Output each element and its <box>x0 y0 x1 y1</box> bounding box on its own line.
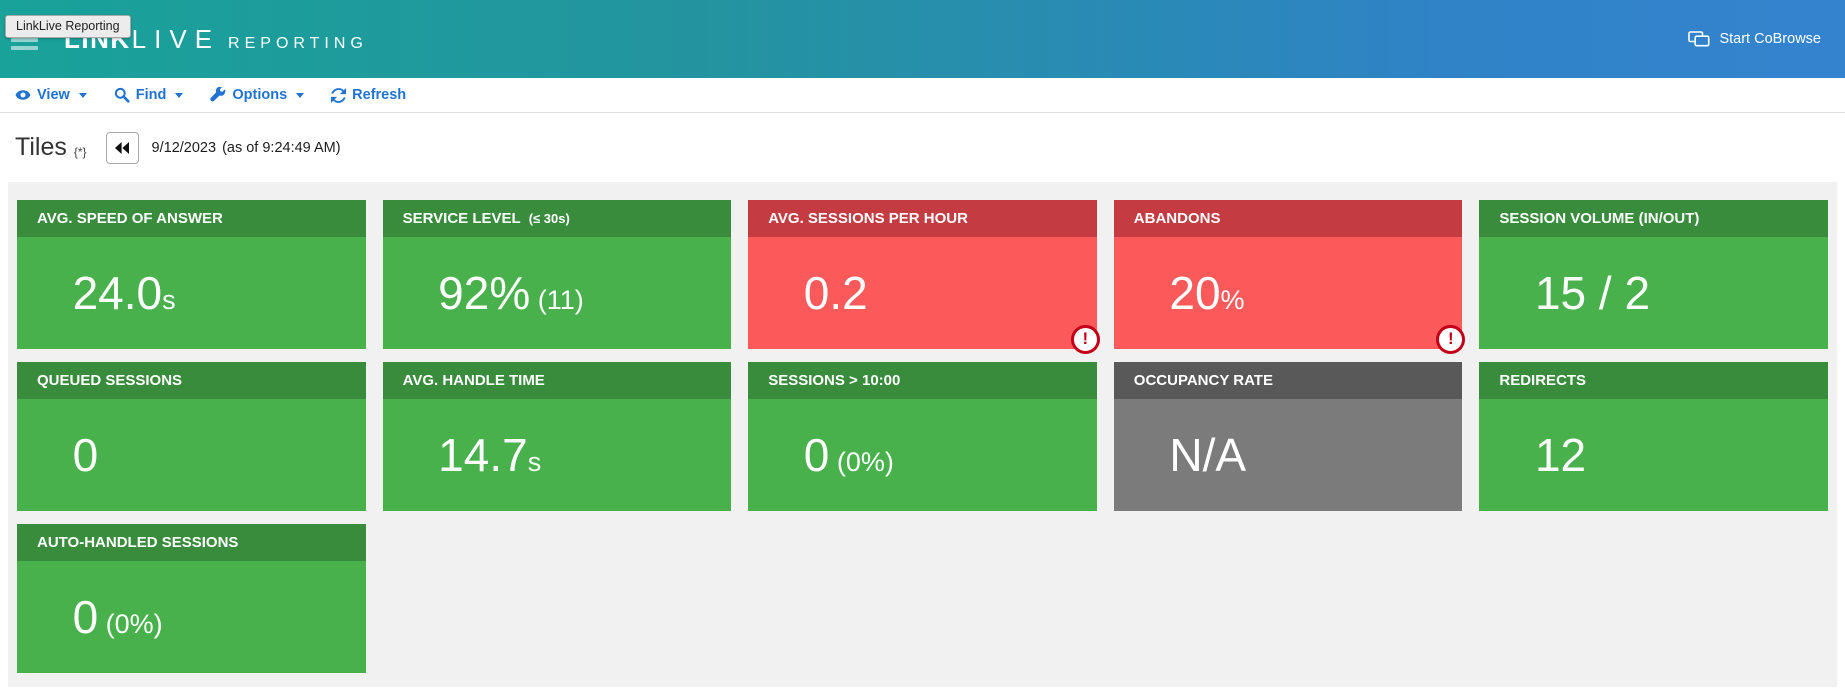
tile-value: 92% (11) <box>438 267 584 319</box>
tile-value: 0 (0%) <box>803 429 894 481</box>
options-label: Options <box>232 87 288 103</box>
chevron-down-icon <box>296 92 305 98</box>
cobrowse-label: Start CoBrowse <box>1719 31 1821 47</box>
page-heading: Tiles {*} 9/12/2023 (as of 9:24:49 AM) <box>0 113 1845 182</box>
tooltip: LinkLive Reporting <box>5 15 131 38</box>
tile-queued-sessions: QUEUED SESSIONS 0 <box>17 362 366 511</box>
logo-live-text: LIVE <box>131 23 221 54</box>
tiles-panel: AVG. SPEED OF ANSWER 24.0s SERVICE LEVEL… <box>8 182 1837 687</box>
tile-avg-sessions-per-hour: AVG. SESSIONS PER HOUR 0.2 ! <box>748 200 1100 354</box>
options-menu-button[interactable]: Options <box>210 87 305 103</box>
tile-header: SESSIONS > 10:00 <box>748 362 1097 399</box>
refresh-label: Refresh <box>352 87 407 103</box>
tile-value: 0.2 <box>803 267 868 319</box>
tile-sessions-over-10: SESSIONS > 10:00 0 (0%) <box>748 362 1097 511</box>
tile-service-level: SERVICE LEVEL (≤ 30s) 92% (11) <box>382 200 732 349</box>
tile-label: QUEUED SESSIONS <box>37 372 183 389</box>
tile-label-note: (≤ 30s) <box>528 211 570 226</box>
tile-header: OCCUPANCY RATE <box>1113 362 1463 399</box>
alert-icon: ! <box>1436 325 1466 354</box>
tile-header: AVG. HANDLE TIME <box>382 362 732 399</box>
tile-header: SERVICE LEVEL (≤ 30s) <box>382 200 732 237</box>
tile-header: ABANDONS <box>1113 200 1463 237</box>
report-date: 9/12/2023 <box>151 139 217 156</box>
tile-header: AVG. SESSIONS PER HOUR <box>748 200 1097 237</box>
start-cobrowse-button[interactable]: Start CoBrowse <box>1688 0 1821 78</box>
refresh-button[interactable]: Refresh <box>331 87 406 103</box>
page-title-badge: {*} <box>73 144 87 159</box>
find-label: Find <box>135 87 167 103</box>
tile-label: AVG. HANDLE TIME <box>402 372 545 389</box>
as-of-time: (as of 9:24:49 AM) <box>222 139 341 156</box>
tile-value: 15 / 2 <box>1534 267 1651 319</box>
refresh-icon <box>331 87 347 103</box>
logo-reporting-text: REPORTING <box>228 34 368 52</box>
tile-label: SESSION VOLUME (IN/OUT) <box>1499 210 1700 227</box>
tile-label: AVG. SESSIONS PER HOUR <box>768 210 968 227</box>
tile-value: 0 (0%) <box>72 591 163 643</box>
tile-abandons: ABANDONS 20% ! <box>1113 200 1466 354</box>
tile-label: AUTO-HANDLED SESSIONS <box>37 534 239 551</box>
fast-backward-icon <box>115 141 130 154</box>
tile-auto-handled-sessions: AUTO-HANDLED SESSIONS 0 (0%) <box>17 524 366 673</box>
tile-value: 0 <box>72 429 99 481</box>
tile-value: 20% <box>1169 267 1245 319</box>
eye-icon <box>15 90 31 100</box>
tile-label: SERVICE LEVEL <box>402 210 521 227</box>
tile-occupancy-rate: OCCUPANCY RATE N/A <box>1113 362 1463 511</box>
view-menu-button[interactable]: View <box>15 87 87 103</box>
tiles-grid: AVG. SPEED OF ANSWER 24.0s SERVICE LEVEL… <box>17 200 1828 673</box>
page-title: Tiles <box>15 133 67 161</box>
tile-label: AVG. SPEED OF ANSWER <box>37 210 223 227</box>
tile-avg-handle-time: AVG. HANDLE TIME 14.7s <box>382 362 732 511</box>
search-icon <box>114 87 130 103</box>
tile-header: AVG. SPEED OF ANSWER <box>17 200 366 237</box>
tile-label: OCCUPANCY RATE <box>1133 372 1273 389</box>
tile-header: AUTO-HANDLED SESSIONS <box>17 524 366 561</box>
view-label: View <box>37 87 70 103</box>
tile-value: 12 <box>1534 429 1587 481</box>
chevron-down-icon <box>175 92 184 98</box>
alert-icon: ! <box>1070 325 1100 354</box>
tile-header: SESSION VOLUME (IN/OUT) <box>1479 200 1828 237</box>
tile-label: REDIRECTS <box>1499 372 1587 389</box>
tile-value: 14.7s <box>438 429 542 481</box>
cobrowse-icon <box>1688 31 1710 47</box>
tile-value: N/A <box>1169 429 1247 481</box>
chevron-down-icon <box>78 92 87 98</box>
app-header: LinkLive Reporting LINK LIVE REPORTING S… <box>0 0 1845 78</box>
tile-label: SESSIONS > 10:00 <box>768 372 901 389</box>
wrench-icon <box>210 87 226 102</box>
tile-redirects: REDIRECTS 12 <box>1479 362 1828 511</box>
toolbar: View Find Options Refresh <box>0 78 1845 113</box>
tile-value: 24.0s <box>72 267 176 319</box>
tile-session-volume: SESSION VOLUME (IN/OUT) 15 / 2 <box>1479 200 1828 349</box>
tile-header: QUEUED SESSIONS <box>17 362 366 399</box>
tile-label: ABANDONS <box>1133 210 1221 227</box>
tile-avg-speed-of-answer: AVG. SPEED OF ANSWER 24.0s <box>17 200 366 349</box>
find-menu-button[interactable]: Find <box>114 87 184 103</box>
previous-date-button[interactable] <box>105 131 139 164</box>
tile-header: REDIRECTS <box>1479 362 1828 399</box>
